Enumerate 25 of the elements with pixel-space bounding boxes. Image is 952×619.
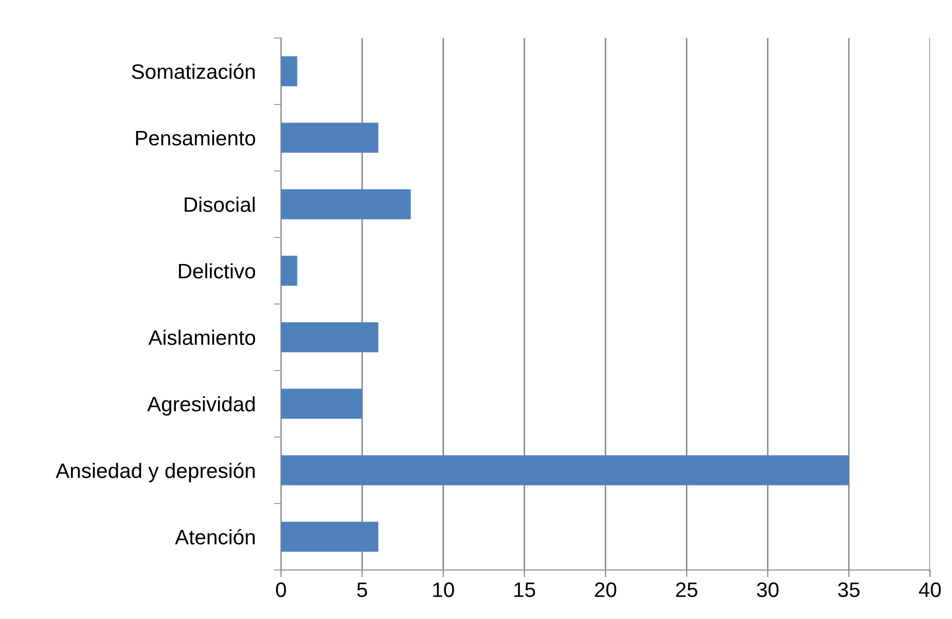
x-tick-label: 40 (918, 582, 941, 598)
bar (281, 189, 411, 220)
y-tick-label: Aislamiento (148, 330, 256, 346)
x-tick-label: 5 (357, 582, 368, 598)
x-tick-label: 15 (514, 582, 536, 598)
bar (281, 56, 298, 86)
x-tick-label: 35 (838, 582, 860, 598)
bar (281, 388, 362, 419)
y-tick-label: Atención (174, 528, 255, 545)
x-tick-label: 0 (276, 582, 286, 598)
x-tick-label: 30 (756, 582, 779, 598)
y-tick-label: Disocial (184, 196, 255, 212)
y-tick-label: Ansiedad y depresión (56, 462, 255, 482)
y-tick-label: Somatización (132, 63, 255, 80)
bar (281, 522, 378, 552)
x-tick-label: 25 (676, 582, 698, 598)
x-tick-label: 10 (433, 582, 454, 598)
bar (281, 322, 378, 352)
y-tick-label: Delictivo (178, 263, 256, 279)
y-tick-label: Agresividad (147, 396, 255, 416)
bar (281, 256, 298, 286)
x-tick-label: 20 (594, 582, 616, 598)
bar (281, 122, 378, 153)
y-tick-label: Pensamiento (136, 130, 256, 146)
bar (281, 455, 849, 486)
